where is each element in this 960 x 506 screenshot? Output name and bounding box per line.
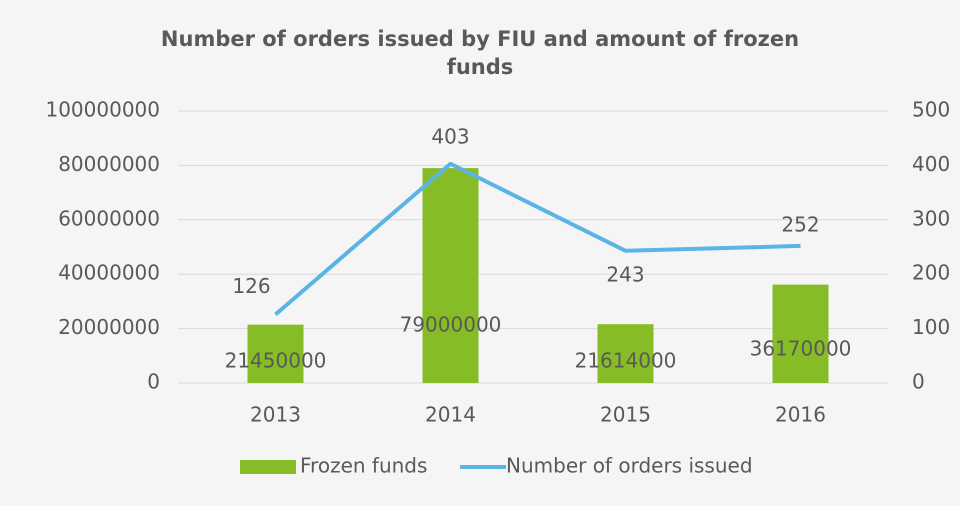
data-label: 79000000 xyxy=(400,313,502,337)
legend-swatch xyxy=(240,460,296,474)
data-label: 36170000 xyxy=(750,337,852,361)
y2-tick-label: 400 xyxy=(912,152,950,176)
y-tick-label: 40000000 xyxy=(58,261,160,285)
data-label: 21450000 xyxy=(225,349,327,373)
y-tick-label: 100000000 xyxy=(45,98,160,122)
data-label: 403 xyxy=(431,124,469,148)
bar xyxy=(772,284,829,383)
legend-label: Frozen funds xyxy=(300,454,427,478)
bar xyxy=(597,324,654,383)
line xyxy=(274,161,801,316)
x-tick-label: 2015 xyxy=(600,403,651,427)
y-tick-label: 20000000 xyxy=(58,315,160,339)
y2-tick-label: 100 xyxy=(912,315,950,339)
data-label: 243 xyxy=(606,262,644,286)
y2-tick-label: 200 xyxy=(912,261,950,285)
x-tick-label: 2014 xyxy=(425,403,476,427)
bar xyxy=(422,168,479,383)
bar xyxy=(247,324,304,383)
y2-tick-label: 500 xyxy=(912,98,950,122)
y-tick-label: 60000000 xyxy=(58,206,160,230)
y2-tick-label: 300 xyxy=(912,206,950,230)
y2-tick-label: 0 xyxy=(912,370,925,394)
legend-label: Number of orders issued xyxy=(506,454,753,478)
data-label: 126 xyxy=(232,274,270,298)
x-tick-label: 2016 xyxy=(775,403,826,427)
chart-title: Number of orders issued by FIU and amoun… xyxy=(161,27,799,79)
x-tick-label: 2013 xyxy=(250,403,301,427)
y-tick-label: 0 xyxy=(147,370,160,394)
data-label: 21614000 xyxy=(575,349,677,373)
y-tick-label: 80000000 xyxy=(58,152,160,176)
data-label: 252 xyxy=(781,212,819,236)
